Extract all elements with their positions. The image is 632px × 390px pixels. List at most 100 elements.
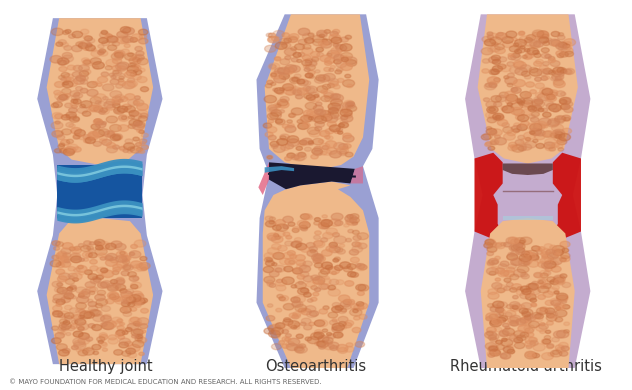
- Circle shape: [300, 225, 307, 230]
- Circle shape: [115, 110, 120, 113]
- Circle shape: [120, 27, 131, 33]
- Circle shape: [513, 129, 520, 133]
- Circle shape: [339, 295, 350, 302]
- Circle shape: [298, 152, 306, 157]
- Circle shape: [319, 309, 327, 314]
- Circle shape: [532, 32, 544, 39]
- Circle shape: [325, 57, 335, 64]
- Circle shape: [539, 324, 549, 330]
- Circle shape: [57, 97, 64, 101]
- Circle shape: [128, 344, 140, 352]
- Circle shape: [525, 93, 530, 97]
- Circle shape: [545, 330, 550, 333]
- Circle shape: [264, 266, 274, 273]
- Circle shape: [339, 144, 348, 149]
- Circle shape: [284, 48, 296, 55]
- Circle shape: [54, 82, 64, 87]
- Circle shape: [295, 238, 302, 242]
- Circle shape: [289, 77, 300, 83]
- Circle shape: [509, 321, 518, 326]
- Circle shape: [520, 317, 532, 324]
- Circle shape: [509, 67, 520, 73]
- Circle shape: [137, 148, 142, 151]
- Circle shape: [297, 79, 305, 84]
- Circle shape: [330, 31, 338, 36]
- Circle shape: [540, 330, 545, 333]
- Circle shape: [307, 311, 317, 317]
- Circle shape: [517, 48, 525, 53]
- Circle shape: [295, 304, 307, 312]
- Circle shape: [57, 283, 63, 286]
- Circle shape: [319, 267, 324, 271]
- Circle shape: [521, 100, 533, 106]
- Polygon shape: [47, 18, 153, 165]
- Circle shape: [527, 353, 535, 358]
- Circle shape: [525, 351, 534, 357]
- Circle shape: [56, 42, 63, 46]
- Circle shape: [297, 120, 303, 123]
- Circle shape: [558, 45, 567, 51]
- Circle shape: [554, 291, 559, 294]
- Circle shape: [490, 141, 497, 145]
- Circle shape: [558, 138, 564, 142]
- Circle shape: [549, 57, 555, 60]
- Circle shape: [543, 69, 550, 74]
- Circle shape: [121, 301, 130, 307]
- Circle shape: [332, 327, 337, 330]
- Circle shape: [90, 259, 97, 264]
- Circle shape: [329, 78, 339, 85]
- Circle shape: [123, 260, 130, 264]
- Circle shape: [59, 143, 64, 147]
- Circle shape: [561, 92, 566, 96]
- Circle shape: [71, 95, 80, 100]
- Circle shape: [74, 268, 80, 272]
- Circle shape: [336, 325, 341, 328]
- Circle shape: [495, 268, 505, 274]
- Circle shape: [128, 99, 138, 105]
- Circle shape: [519, 31, 525, 35]
- Circle shape: [315, 70, 320, 73]
- Circle shape: [90, 97, 102, 104]
- Circle shape: [88, 274, 97, 280]
- Circle shape: [52, 131, 63, 137]
- Circle shape: [137, 110, 148, 117]
- Circle shape: [296, 59, 301, 62]
- Circle shape: [285, 259, 296, 265]
- Circle shape: [287, 120, 293, 123]
- Circle shape: [275, 57, 280, 60]
- Circle shape: [303, 261, 312, 267]
- Circle shape: [317, 30, 327, 37]
- Circle shape: [83, 60, 90, 64]
- Circle shape: [279, 73, 289, 79]
- Circle shape: [125, 139, 133, 144]
- Circle shape: [268, 235, 277, 241]
- Circle shape: [71, 346, 78, 350]
- Circle shape: [332, 104, 343, 111]
- Circle shape: [315, 126, 322, 131]
- Circle shape: [124, 297, 135, 304]
- Circle shape: [121, 255, 130, 260]
- Circle shape: [334, 220, 343, 226]
- Circle shape: [98, 51, 104, 55]
- Circle shape: [111, 75, 116, 79]
- Circle shape: [286, 343, 298, 351]
- Circle shape: [320, 284, 329, 289]
- Circle shape: [122, 82, 135, 89]
- Circle shape: [266, 33, 272, 37]
- Circle shape: [66, 139, 73, 144]
- Circle shape: [65, 94, 70, 97]
- Circle shape: [283, 303, 294, 310]
- Circle shape: [263, 123, 272, 128]
- Polygon shape: [58, 165, 142, 218]
- Polygon shape: [269, 162, 355, 189]
- Circle shape: [109, 293, 119, 300]
- Circle shape: [331, 271, 337, 275]
- Circle shape: [102, 97, 108, 100]
- Circle shape: [100, 282, 109, 287]
- Circle shape: [293, 314, 300, 318]
- Circle shape: [100, 268, 108, 273]
- Circle shape: [487, 32, 493, 35]
- Circle shape: [269, 217, 276, 221]
- Circle shape: [489, 107, 495, 112]
- Circle shape: [535, 92, 544, 98]
